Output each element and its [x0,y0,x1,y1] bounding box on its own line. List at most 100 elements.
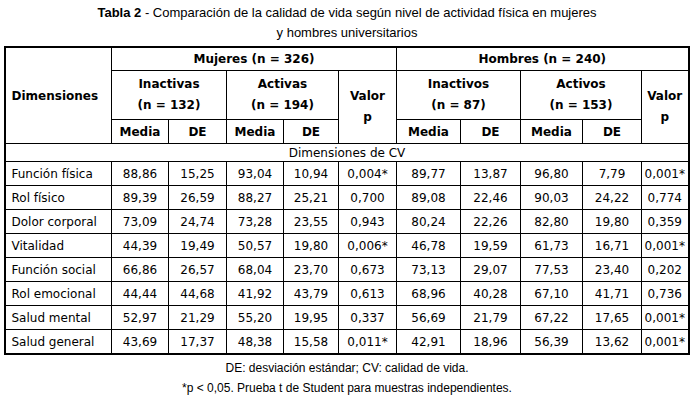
page: Tabla 2 - Comparación de la calidad de v… [0,0,694,398]
value-cell: 89,08 [396,186,460,210]
value-cell: 41,92 [226,282,283,306]
value-cell: 42,91 [396,330,460,355]
value-cell: 26,59 [168,186,226,210]
footnotes: DE: desviación estándar; CV: calidad de … [0,358,694,398]
value-cell: 0,004* [338,162,396,186]
value-cell: 0,700 [338,186,396,210]
value-cell: 15,25 [168,162,226,186]
value-cell: 18,96 [460,330,520,355]
value-cell: 0,001* [641,234,688,258]
table-row: Función física88,8615,2593,0410,940,004*… [5,162,688,186]
value-cell: 19,80 [582,210,641,234]
table-title-text: - Comparación de la calidad de vida segú… [141,5,596,20]
value-cell: 10,94 [283,162,338,186]
value-cell: 23,70 [283,258,338,282]
value-cell: 93,04 [226,162,283,186]
value-cell: 29,07 [460,258,520,282]
value-cell: 82,80 [520,210,582,234]
subgroup-header-activas: Activas (n = 194) [226,71,338,120]
value-cell: 0,673 [338,258,396,282]
value-cell: 25,21 [283,186,338,210]
value-cell: 19,80 [283,234,338,258]
value-cell: 7,79 [582,162,641,186]
media-header: Media [111,120,168,144]
media-header: Media [396,120,460,144]
table-row: Salud general43,6917,3748,3815,580,011*4… [5,330,688,355]
value-cell: 73,28 [226,210,283,234]
value-cell: 17,37 [168,330,226,355]
value-cell: 0,202 [641,258,688,282]
de-header: DE [582,120,641,144]
value-cell: 56,39 [520,330,582,355]
value-cell: 61,73 [520,234,582,258]
section-header-row: Dimensiones de CV [5,144,688,162]
value-cell: 89,77 [396,162,460,186]
value-cell: 0,613 [338,282,396,306]
table-row: Salud mental52,9721,2955,2019,950,33756,… [5,306,688,330]
value-cell: 15,58 [283,330,338,355]
value-cell: 16,71 [582,234,641,258]
value-cell: 89,39 [111,186,168,210]
comparison-table: Dimensiones Mujeres (n = 326) Hombres (n… [4,46,689,355]
de-header: DE [168,120,226,144]
value-cell: 0,359 [641,210,688,234]
table-title-line2: y hombres universitarios [0,23,694,43]
value-cell: 23,55 [283,210,338,234]
value-cell: 90,03 [520,186,582,210]
group-header-hombres: Hombres (n = 240) [396,47,688,71]
value-cell: 68,96 [396,282,460,306]
value-cell: 21,29 [168,306,226,330]
subgroup-n: (n = 153) [523,95,639,116]
value-cell: 0,011* [338,330,396,355]
value-cell: 41,71 [582,282,641,306]
value-cell: 19,49 [168,234,226,258]
value-cell: 13,62 [582,330,641,355]
value-cell: 19,59 [460,234,520,258]
value-cell: 24,22 [582,186,641,210]
group-header-mujeres: Mujeres (n = 326) [111,47,396,71]
table-row: Rol emocional44,4444,6841,9243,790,61368… [5,282,688,306]
value-cell: 73,13 [396,258,460,282]
table-header: Dimensiones Mujeres (n = 326) Hombres (n… [5,47,688,144]
value-cell: 24,74 [168,210,226,234]
p-label: p [341,107,394,128]
value-cell: 55,20 [226,306,283,330]
de-header: DE [460,120,520,144]
value-cell: 0,774 [641,186,688,210]
dimension-label: Función social [5,258,111,282]
value-cell: 17,65 [582,306,641,330]
table-row: Función social66,8626,5768,0423,700,6737… [5,258,688,282]
valor-label: Valor [644,86,686,107]
value-cell: 96,80 [520,162,582,186]
value-cell: 0,943 [338,210,396,234]
dimension-label: Rol emocional [5,282,111,306]
subgroup-n: (n = 132) [114,95,224,116]
subgroup-n: (n = 194) [229,95,336,116]
value-cell: 77,53 [520,258,582,282]
dimension-label: Vitalidad [5,234,111,258]
table-row: Vitalidad44,3919,4950,5719,800,006*46,78… [5,234,688,258]
group-header-row: Dimensiones Mujeres (n = 326) Hombres (n… [5,47,688,71]
value-cell: 22,26 [460,210,520,234]
value-cell: 68,04 [226,258,283,282]
table-body: Dimensiones de CV Función física88,8615,… [5,144,688,355]
subgroup-n: (n = 87) [399,95,518,116]
value-cell: 26,57 [168,258,226,282]
valor-p-header-mujeres: Valor p [338,71,396,144]
subgroup-header-inactivas: Inactivas (n = 132) [111,71,226,120]
value-cell: 19,95 [283,306,338,330]
value-cell: 48,38 [226,330,283,355]
value-cell: 56,69 [396,306,460,330]
value-cell: 67,10 [520,282,582,306]
table-title: Tabla 2 - Comparación de la calidad de v… [0,0,694,43]
value-cell: 43,79 [283,282,338,306]
dimension-label: Rol físico [5,186,111,210]
value-cell: 67,22 [520,306,582,330]
value-cell: 46,78 [396,234,460,258]
footnote-abbreviations: DE: desviación estándar; CV: calidad de … [0,358,694,378]
subgroup-label: Activas [229,74,336,95]
table-row: Rol físico89,3926,5988,2725,210,70089,08… [5,186,688,210]
subgroup-label: Inactivas [114,74,224,95]
section-header: Dimensiones de CV [5,144,688,162]
dimension-label: Función física [5,162,111,186]
